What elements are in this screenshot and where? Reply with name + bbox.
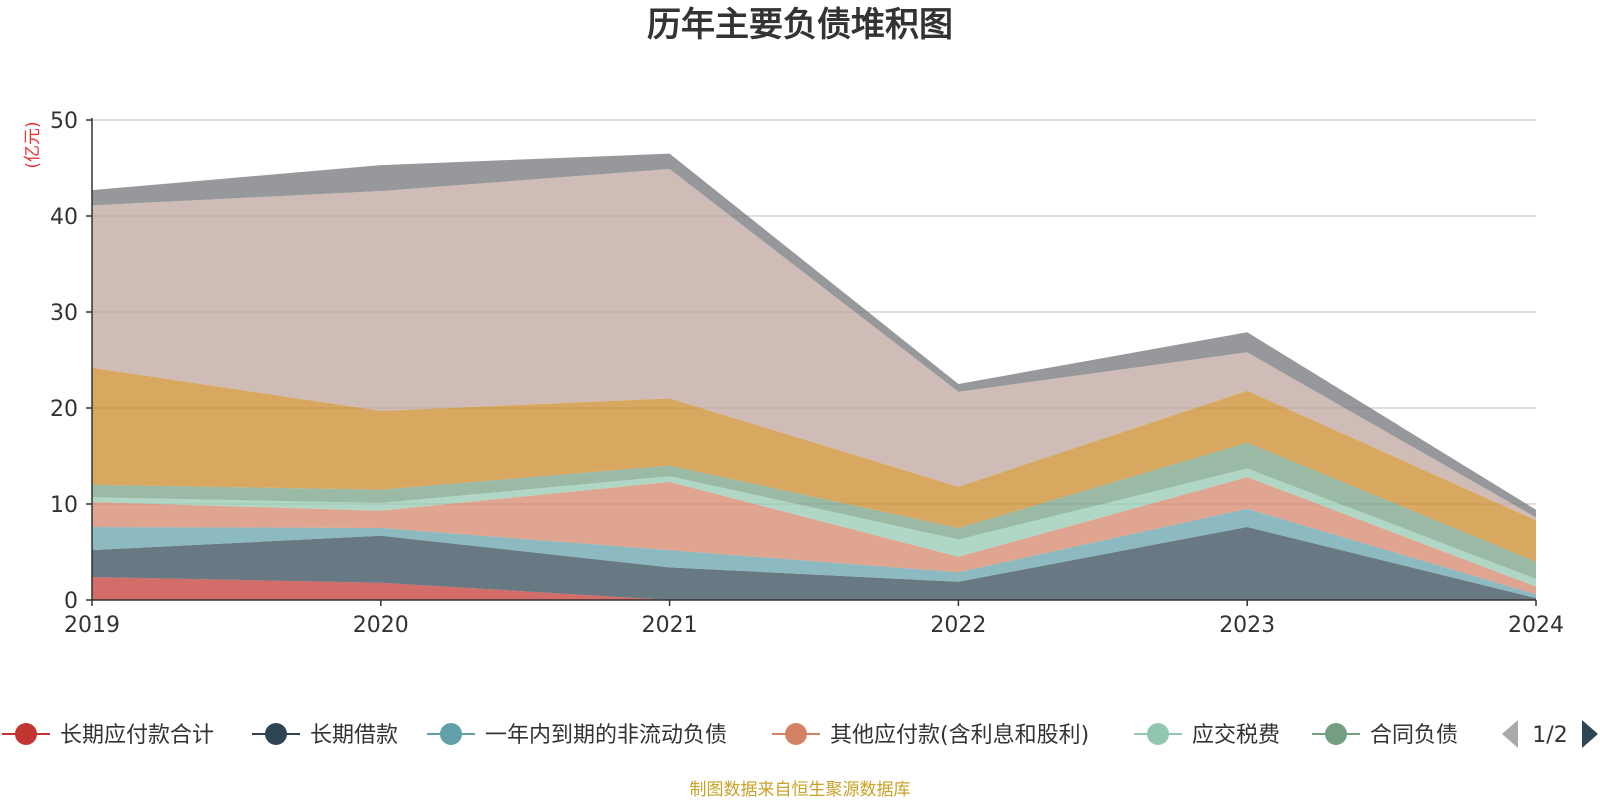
legend-item[interactable]: 应交税费 bbox=[1134, 723, 1280, 748]
data-source-note: 制图数据来自恒生聚源数据库 bbox=[690, 780, 911, 800]
legend: 长期应付款合计 长期借款 一年内到期的非流动负债 其他应付款(含利息和股利) 应交税费 合… bbox=[2, 723, 1458, 748]
legend-next-page-icon[interactable] bbox=[1582, 720, 1598, 748]
x-tick-label: 2020 bbox=[353, 613, 409, 638]
legend-item[interactable]: 长期应付款合计 bbox=[2, 723, 214, 748]
legend-item[interactable]: 其他应付款(含利息和股利) bbox=[772, 723, 1089, 748]
legend-item[interactable]: 长期借款 bbox=[252, 723, 398, 748]
y-tick-label: 10 bbox=[50, 493, 78, 518]
legend-pager: 1/2 bbox=[1502, 720, 1598, 748]
area-series-6 bbox=[92, 367, 1536, 562]
legend-marker-icon bbox=[440, 723, 462, 745]
area-series-7 bbox=[92, 169, 1536, 521]
legend-item[interactable]: 合同负债 bbox=[1312, 723, 1458, 748]
x-tick-label: 2021 bbox=[642, 613, 698, 638]
chart-title: 历年主要负债堆积图 bbox=[647, 5, 953, 45]
legend-page-indicator: 1/2 bbox=[1532, 723, 1567, 748]
area-series bbox=[92, 153, 1536, 600]
x-tick-label: 2019 bbox=[64, 613, 120, 638]
y-tick-label: 30 bbox=[50, 301, 78, 326]
legend-marker-icon bbox=[265, 723, 287, 745]
y-tick-label: 0 bbox=[64, 589, 78, 614]
legend-label: 其他应付款(含利息和股利) bbox=[830, 723, 1089, 748]
legend-label: 长期应付款合计 bbox=[60, 723, 214, 748]
legend-item[interactable]: 一年内到期的非流动负债 bbox=[427, 723, 727, 748]
area-series-8 bbox=[92, 153, 1536, 518]
y-tick-label: 50 bbox=[50, 109, 78, 134]
legend-marker-icon bbox=[1325, 723, 1347, 745]
legend-label: 长期借款 bbox=[310, 723, 398, 748]
y-tick-label: 40 bbox=[50, 205, 78, 230]
area-series-3 bbox=[92, 477, 1536, 595]
legend-marker-icon bbox=[785, 723, 807, 745]
x-tick-label: 2023 bbox=[1219, 613, 1275, 638]
legend-marker-icon bbox=[15, 723, 37, 745]
axes: 0 10 20 30 40 50 2019 2020 2021 2022 2023 2024 bbox=[50, 109, 1564, 638]
y-tick-label: 20 bbox=[50, 397, 78, 422]
legend-prev-page-icon[interactable] bbox=[1502, 720, 1518, 748]
area-series-0 bbox=[92, 577, 1536, 600]
area-series-1 bbox=[92, 527, 1536, 600]
legend-marker-icon bbox=[1147, 723, 1169, 745]
legend-label: 一年内到期的非流动负债 bbox=[485, 723, 727, 748]
area-series-5 bbox=[92, 442, 1536, 579]
x-tick-label: 2022 bbox=[930, 613, 986, 638]
area-series-2 bbox=[92, 508, 1536, 599]
y-axis-unit-label: (亿元) bbox=[23, 121, 43, 168]
legend-label: 应交税费 bbox=[1192, 723, 1280, 748]
legend-label: 合同负债 bbox=[1370, 723, 1458, 748]
area-series-4 bbox=[92, 468, 1536, 587]
x-tick-label: 2024 bbox=[1508, 613, 1564, 638]
